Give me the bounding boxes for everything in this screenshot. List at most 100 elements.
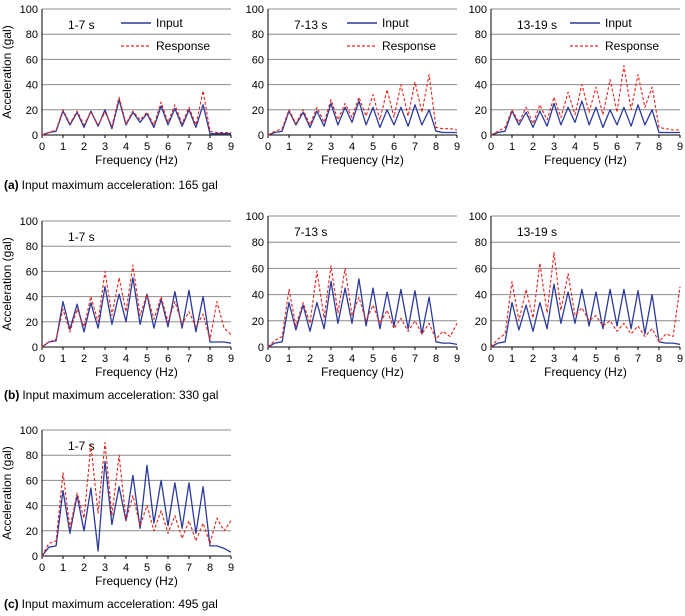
y-tick-label: 80 xyxy=(26,450,38,462)
y-tick-label: 40 xyxy=(252,80,264,92)
legend-label-response: Response xyxy=(156,39,210,53)
y-tick-label: 40 xyxy=(26,80,38,92)
x-tick-label: 2 xyxy=(307,141,313,153)
legend-label-response: Response xyxy=(605,39,659,53)
chart-title: 13-19 s xyxy=(517,225,557,239)
x-tick-label: 7 xyxy=(635,353,641,365)
x-tick-label: 6 xyxy=(165,353,171,365)
x-tick-label: 2 xyxy=(81,562,87,574)
y-tick-label: 60 xyxy=(26,54,38,66)
x-tick-label: 3 xyxy=(551,141,557,153)
legend-label-input: Input xyxy=(156,16,183,30)
y-tick-label: 40 xyxy=(26,292,38,304)
legend-label-input: Input xyxy=(605,16,632,30)
y-axis-label: Acceleration (gal) xyxy=(0,446,14,539)
x-tick-label: 2 xyxy=(530,141,536,153)
x-tick-label: 0 xyxy=(265,141,271,153)
x-tick-label: 1 xyxy=(60,353,66,365)
x-tick-label: 1 xyxy=(509,141,515,153)
series-line-input xyxy=(267,100,457,136)
y-tick-label: 60 xyxy=(26,475,38,487)
x-tick-label: 8 xyxy=(656,353,662,365)
y-tick-label: 20 xyxy=(26,317,38,329)
chart-title: 1-7 s xyxy=(68,230,95,244)
x-tick-label: 7 xyxy=(412,141,418,153)
x-axis-label: Frequency (Hz) xyxy=(95,365,178,379)
x-tick-label: 9 xyxy=(228,562,234,574)
y-tick-label: 0 xyxy=(481,342,487,354)
y-tick-label: 60 xyxy=(252,54,264,66)
chart-panel-4: 0 20 40 60 80 100 0 1 2 3 4 5 6 7 8 9 Frequency (Hz) Acce… xyxy=(0,216,234,379)
caption-c-letter: (c) xyxy=(4,597,19,611)
y-tick-label: 100 xyxy=(20,216,38,228)
series-line-input xyxy=(41,277,232,348)
y-tick-label: 0 xyxy=(258,342,264,354)
x-tick-label: 6 xyxy=(391,353,397,365)
y-tick-label: 100 xyxy=(20,4,38,16)
y-tick-label: 0 xyxy=(258,130,264,142)
x-tick-label: 1 xyxy=(286,141,292,153)
x-tick-label: 6 xyxy=(614,141,620,153)
x-axis-label: Frequency (Hz) xyxy=(321,153,404,167)
x-tick-label: 3 xyxy=(102,141,108,153)
x-axis-label: Frequency (Hz) xyxy=(95,153,178,167)
x-tick-label: 8 xyxy=(207,141,213,153)
y-tick-label: 0 xyxy=(32,130,38,142)
x-tick-label: 4 xyxy=(572,353,578,365)
x-tick-label: 7 xyxy=(635,141,641,153)
y-tick-label: 0 xyxy=(481,130,487,142)
x-tick-label: 1 xyxy=(509,353,515,365)
series-line-response xyxy=(267,73,458,136)
y-tick-label: 60 xyxy=(26,266,38,278)
series-line-input xyxy=(41,99,231,136)
x-axis-label: Frequency (Hz) xyxy=(544,365,627,379)
series-line-input xyxy=(490,100,680,136)
x-tick-label: 9 xyxy=(454,141,460,153)
legend-label-input: Input xyxy=(382,16,409,30)
x-tick-label: 8 xyxy=(433,353,439,365)
y-tick-label: 20 xyxy=(252,105,264,117)
chart-title: 7-13 s xyxy=(294,225,327,239)
x-tick-label: 2 xyxy=(81,141,87,153)
x-tick-label: 4 xyxy=(572,141,578,153)
x-tick-label: 4 xyxy=(123,353,129,365)
y-tick-label: 80 xyxy=(475,29,487,41)
x-tick-label: 3 xyxy=(328,141,334,153)
x-tick-label: 1 xyxy=(286,353,292,365)
x-tick-label: 7 xyxy=(186,353,192,365)
x-tick-label: 6 xyxy=(165,562,171,574)
x-tick-label: 9 xyxy=(677,141,683,153)
x-tick-label: 0 xyxy=(39,562,45,574)
y-tick-label: 0 xyxy=(32,551,38,563)
chart-panel-1: 0 20 40 60 80 100 0 1 2 3 4 5 6 7 8 9 Frequency (Hz) Acce… xyxy=(0,4,234,167)
caption-c: (c) Input maximum acceleration: 495 gal xyxy=(4,597,218,611)
y-tick-label: 20 xyxy=(26,105,38,117)
series-line-response xyxy=(490,65,680,136)
x-tick-label: 7 xyxy=(186,562,192,574)
y-tick-label: 100 xyxy=(246,211,264,223)
y-tick-label: 20 xyxy=(475,105,487,117)
y-tick-label: 40 xyxy=(475,80,487,92)
chart-title: 7-13 s xyxy=(294,18,327,32)
x-tick-label: 3 xyxy=(102,353,108,365)
caption-b: (b) Input maximum acceleration: 330 gal xyxy=(4,388,218,402)
x-tick-label: 9 xyxy=(228,141,234,153)
caption-b-text: Input maximum acceleration: 330 gal xyxy=(22,388,219,402)
x-tick-label: 8 xyxy=(433,141,439,153)
x-tick-label: 2 xyxy=(81,353,87,365)
y-tick-label: 20 xyxy=(252,316,264,328)
y-tick-label: 100 xyxy=(469,4,487,16)
x-tick-label: 5 xyxy=(144,353,150,365)
x-tick-label: 0 xyxy=(488,353,494,365)
y-axis-label: Acceleration (gal) xyxy=(0,25,14,118)
x-tick-label: 0 xyxy=(39,353,45,365)
x-tick-label: 2 xyxy=(307,353,313,365)
y-tick-label: 20 xyxy=(26,526,38,538)
x-tick-label: 8 xyxy=(207,562,213,574)
y-tick-label: 80 xyxy=(26,29,38,41)
x-tick-label: 3 xyxy=(102,562,108,574)
chart-panel-5: 0 20 40 60 80 100 0 1 2 3 4 5 6 7 8 9 Frequency (Hz) 7-13… xyxy=(246,211,460,379)
caption-a: (a) Input maximum acceleration: 165 gal xyxy=(4,178,218,192)
x-tick-label: 9 xyxy=(454,353,460,365)
